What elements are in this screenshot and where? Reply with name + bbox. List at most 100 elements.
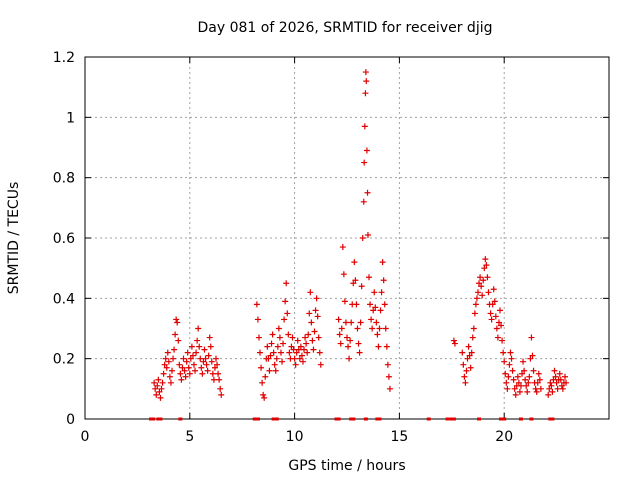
data-point <box>558 382 565 389</box>
data-point <box>257 349 264 356</box>
data-point <box>156 388 163 395</box>
data-point <box>517 382 524 389</box>
data-point <box>157 394 164 401</box>
data-point <box>499 337 506 344</box>
data-point <box>189 352 196 359</box>
data-point <box>461 373 468 380</box>
data-point <box>275 325 282 332</box>
data-point <box>345 343 352 350</box>
x-axis-label: GPS time / hours <box>288 458 405 474</box>
data-point <box>310 346 317 353</box>
data-point <box>170 355 177 362</box>
data-point <box>373 319 380 326</box>
data-point <box>166 373 173 380</box>
data-point <box>469 334 476 341</box>
data-point <box>563 379 570 386</box>
data-point <box>479 292 486 299</box>
data-point <box>200 358 207 365</box>
data-point <box>360 198 367 205</box>
data-point <box>351 259 358 266</box>
data-point <box>210 376 217 383</box>
data-point <box>307 289 314 296</box>
data-point <box>519 370 526 377</box>
data-point <box>363 147 370 154</box>
data-point <box>268 340 275 347</box>
y-tick-label: 0 <box>66 412 75 428</box>
data-point <box>163 364 170 371</box>
data-point <box>336 331 343 338</box>
data-point <box>344 334 350 341</box>
data-point <box>303 340 310 347</box>
y-tick-label: 1.2 <box>53 50 75 66</box>
data-point <box>211 364 218 371</box>
data-point <box>297 343 304 350</box>
data-point <box>359 235 366 241</box>
data-point <box>218 391 225 398</box>
data-point <box>481 265 488 272</box>
data-point <box>183 358 190 365</box>
data-point <box>358 283 365 290</box>
data-point <box>371 289 378 296</box>
data-point <box>557 376 564 383</box>
data-point <box>193 349 200 356</box>
data-point <box>377 307 384 314</box>
data-point <box>255 334 262 341</box>
data-point <box>298 352 305 359</box>
data-point <box>369 325 376 332</box>
data-point <box>386 385 393 392</box>
data-point <box>194 337 201 344</box>
data-point <box>261 394 268 401</box>
data-point <box>463 367 470 374</box>
data-point <box>509 367 516 374</box>
data-point <box>315 334 322 341</box>
data-point <box>207 343 214 350</box>
data-point <box>551 367 558 374</box>
data-point <box>258 364 265 371</box>
data-point <box>266 367 273 374</box>
data-point <box>362 90 369 97</box>
data-point <box>164 349 171 356</box>
y-tick-label: 0.4 <box>53 291 75 307</box>
data-point <box>206 334 213 341</box>
data-point <box>384 361 391 368</box>
data-point <box>376 325 383 332</box>
data-point <box>475 289 481 296</box>
data-point <box>254 316 261 323</box>
data-point <box>213 355 219 362</box>
data-point <box>175 337 182 344</box>
data-point <box>545 391 552 398</box>
data-point <box>177 370 184 377</box>
data-point <box>154 382 161 389</box>
data-point <box>171 346 178 353</box>
x-tick-label: 0 <box>81 429 90 445</box>
y-axis-label: SRMTID / TECUs <box>6 182 22 295</box>
data-point <box>289 334 296 341</box>
data-point <box>514 373 521 380</box>
data-point <box>340 271 347 278</box>
data-point <box>314 313 321 320</box>
data-point <box>385 373 392 380</box>
data-point <box>502 370 509 377</box>
tick-layer: 0 0.2 0.4 0.6 0.8 1 1.2 0 5 10 15 20 <box>53 50 609 445</box>
data-point <box>290 346 297 353</box>
data-point <box>179 364 186 371</box>
data-point <box>184 349 191 356</box>
data-point <box>511 385 518 392</box>
data-point <box>296 355 303 362</box>
data-point <box>534 379 541 386</box>
data-point <box>294 337 301 344</box>
data-point <box>559 385 566 392</box>
data-point <box>354 325 361 332</box>
data-point <box>276 334 283 341</box>
data-point <box>450 337 457 344</box>
data-point <box>165 358 172 365</box>
data-point <box>348 319 355 326</box>
data-point <box>155 376 162 383</box>
data-point <box>152 385 159 392</box>
data-point <box>299 358 306 365</box>
data-point <box>178 376 185 383</box>
data-point <box>556 370 563 377</box>
data-point <box>306 310 313 317</box>
data-point <box>280 340 287 347</box>
data-point <box>485 289 492 296</box>
